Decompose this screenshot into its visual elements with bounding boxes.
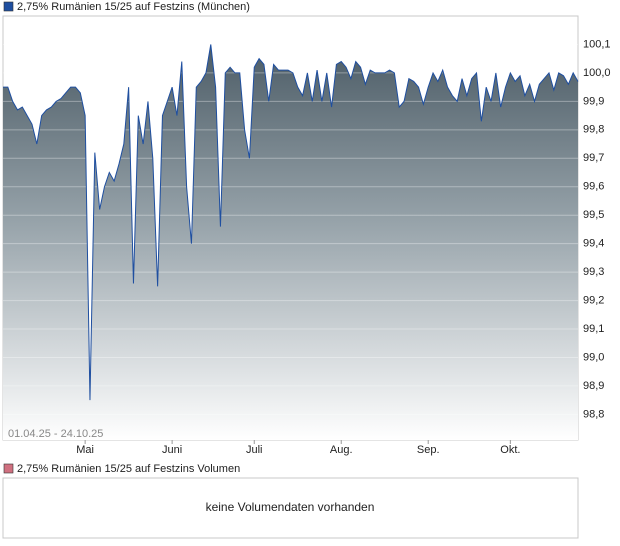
y-tick-label: 99,8 <box>583 124 604 136</box>
x-tick-label: Mai <box>76 444 94 456</box>
y-tick-label: 99,4 <box>583 238 604 250</box>
y-tick-label: 99,6 <box>583 181 604 193</box>
x-tick-label: Aug. <box>330 444 353 456</box>
volume-title: 2,75% Rumänien 15/25 auf Festzins Volume… <box>17 463 240 475</box>
x-tick-label: Sep. <box>417 444 440 456</box>
volume-frame <box>2 477 579 539</box>
date-range: 01.04.25 - 24.10.25 <box>8 428 103 440</box>
y-tick-label: 99,9 <box>583 95 604 107</box>
y-tick-label: 100,1 <box>583 38 611 50</box>
y-tick-label: 99,5 <box>583 209 604 221</box>
y-tick-label: 99,0 <box>583 351 604 363</box>
price-line <box>3 44 579 401</box>
x-tick-label: Okt. <box>500 444 520 456</box>
area-fill <box>3 44 578 441</box>
y-tick-label: 99,7 <box>583 152 604 164</box>
chart-title: 2,75% Rumänien 15/25 auf Festzins (Münch… <box>17 1 250 13</box>
y-tick-label: 98,8 <box>583 408 604 420</box>
x-tick-label: Juni <box>162 444 182 456</box>
legend-swatch <box>3 463 14 474</box>
y-tick-label: 99,2 <box>583 294 604 306</box>
legend-swatch <box>3 1 14 12</box>
y-tick-label: 99,3 <box>583 266 604 278</box>
y-tick-label: 99,1 <box>583 323 604 335</box>
y-tick-label: 98,9 <box>583 380 604 392</box>
volume-message: keine Volumendaten vorhanden <box>206 500 375 514</box>
y-tick-label: 100,0 <box>583 67 611 79</box>
x-tick-label: Juli <box>246 444 263 456</box>
